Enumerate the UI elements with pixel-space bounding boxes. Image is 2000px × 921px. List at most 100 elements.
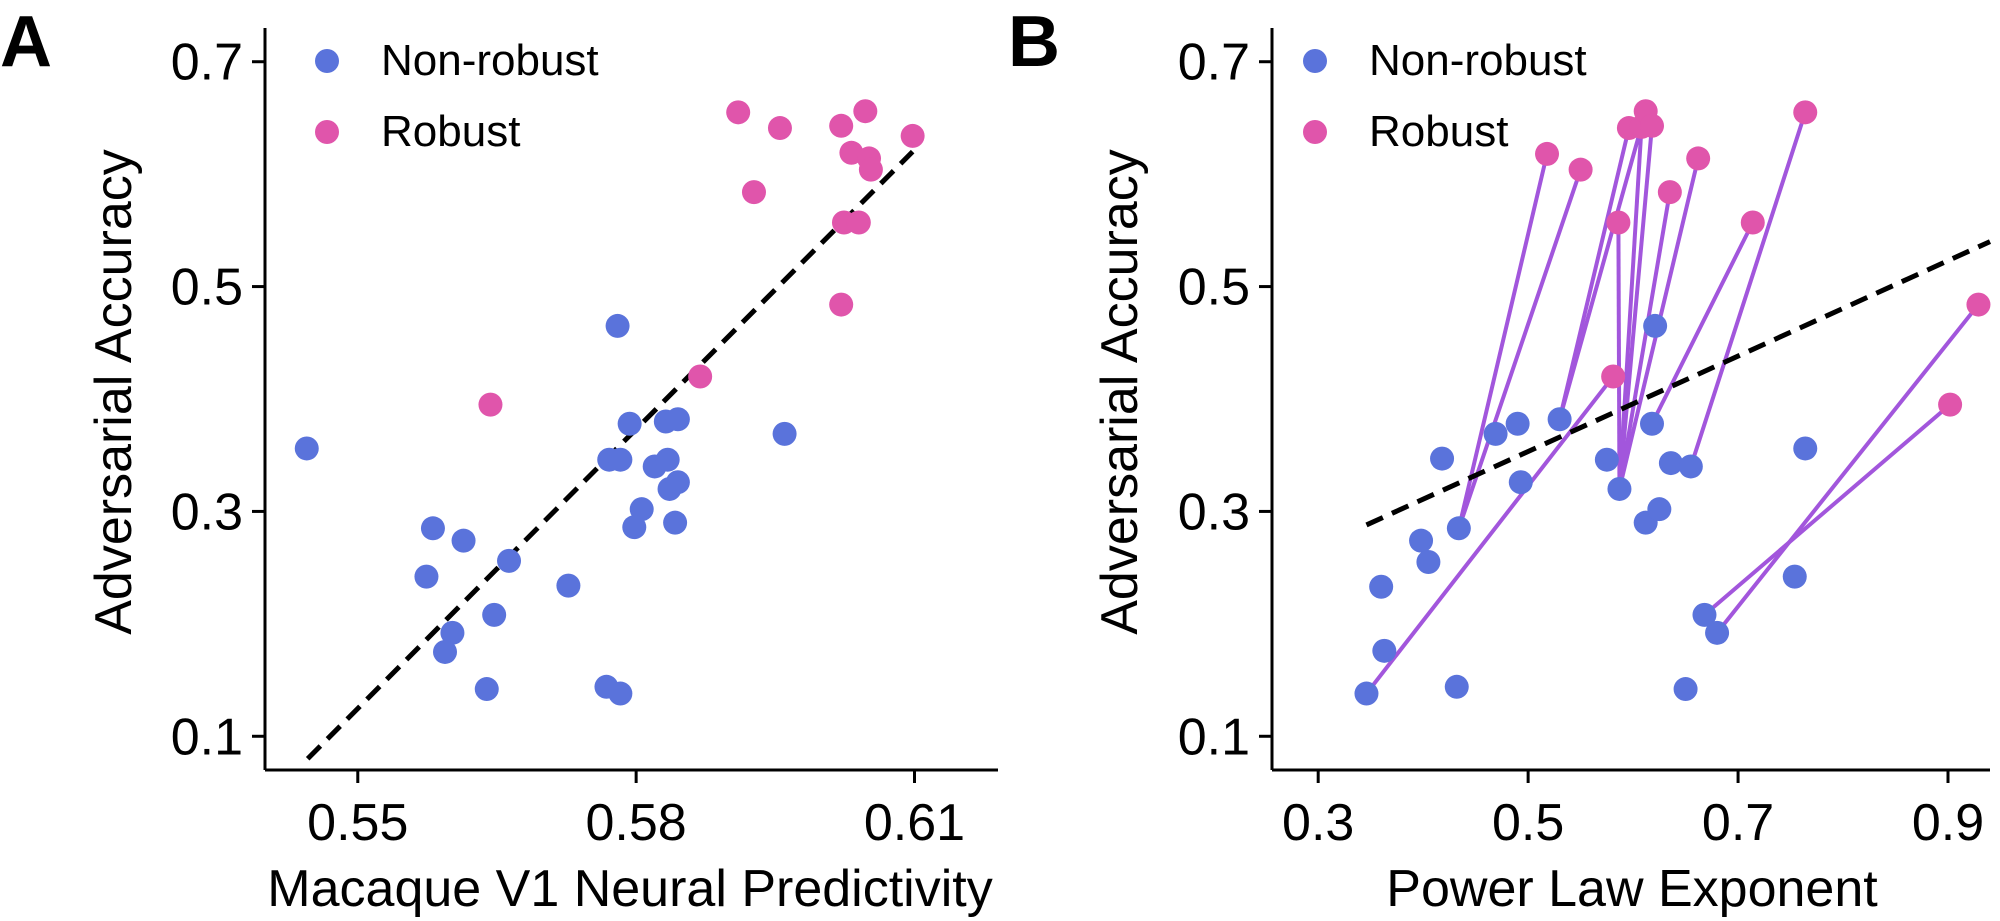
panel-a-point-nonrobust-3 (414, 564, 439, 589)
panel-b-pair-line-8 (1617, 191, 1672, 490)
panel-b-pair-line-5 (1616, 222, 1622, 489)
panel-a-point-nonrobust-25 (772, 421, 797, 446)
panel-b-y-tick-label-2: 0.5 (1178, 259, 1250, 317)
panel-a-legend-label-nonrobust: Non-robust (381, 36, 599, 85)
panel-a-y-tick-label-2: 0.5 (171, 259, 243, 317)
panel-b-points-layer (1354, 99, 1991, 706)
panel-b-x-tick-label-1: 0.5 (1492, 794, 1564, 852)
panel-b-point-nonrobust-0 (1354, 681, 1379, 706)
panel-b-letter: B (1008, 2, 1060, 82)
panel-a-y-tick-label-3: 0.7 (171, 34, 243, 92)
panel-b-point-robust-11 (1793, 100, 1818, 125)
panel-b-point-nonrobust-16 (1643, 313, 1668, 338)
panel-b-point-nonrobust-1 (1372, 638, 1397, 663)
panel-b-pair-line-7 (1617, 125, 1654, 490)
panel-b-y-axis-label: Adversarial Accuracy (1091, 149, 1149, 635)
panel-a-point-nonrobust-7 (440, 620, 465, 645)
panel-a-point-nonrobust-19 (665, 407, 690, 432)
panel-b-point-nonrobust-10 (1508, 470, 1533, 495)
panel-a-point-nonrobust-8 (433, 639, 458, 664)
panel-b-point-nonrobust-21 (1692, 602, 1717, 627)
panel-b-point-robust-10 (1740, 210, 1765, 235)
panel-a-point-nonrobust-5 (482, 602, 507, 627)
panel-a-legend: Non-robust Robust (315, 36, 599, 156)
panel-b-legend-label-robust: Robust (1369, 107, 1508, 156)
panel-a-legend-marker-nonrobust (315, 49, 339, 73)
panel-b-legend-marker-robust (1303, 120, 1327, 144)
panel-a: A 0.55 0.58 0.61 0.1 0.3 0.5 0.7 Macaque V1 Ne… (0, 2, 998, 918)
panel-b-point-nonrobust-6 (1444, 674, 1469, 699)
panel-a-y-axis-label: Adversarial Accuracy (85, 149, 143, 635)
panel-a-point-robust-12 (688, 364, 713, 389)
panel-b-point-nonrobust-3 (1409, 528, 1434, 553)
panel-a-point-robust-11 (829, 292, 854, 317)
panel-b-legend-label-nonrobust: Non-robust (1369, 36, 1587, 85)
panel-b-point-nonrobust-8 (1483, 421, 1508, 446)
panel-a-point-robust-3 (853, 99, 878, 124)
panel-b-point-robust-13 (1966, 292, 1991, 317)
panel-b-point-nonrobust-12 (1594, 447, 1619, 472)
panel-b-pair-line-13 (1715, 303, 1981, 635)
panel-a-point-nonrobust-12 (605, 313, 630, 338)
panel-b-x-axis-label: Power Law Exponent (1386, 860, 1878, 918)
panel-a-point-nonrobust-23 (665, 470, 690, 495)
panel-b-point-nonrobust-18 (1658, 451, 1683, 476)
panel-b-point-robust-7 (1639, 113, 1664, 138)
panel-b-point-robust-1 (1568, 157, 1593, 182)
panel-b-point-nonrobust-5 (1430, 446, 1455, 471)
panel-b-x-tick-label-3: 0.9 (1912, 794, 1984, 852)
panel-a-points-layer (294, 99, 925, 706)
panel-b-point-nonrobust-22 (1705, 620, 1730, 645)
panel-a-point-nonrobust-17 (655, 447, 680, 472)
panel-b-pair-line-2 (1456, 169, 1583, 529)
panel-a-point-nonrobust-21 (622, 515, 647, 540)
panel-b-pair-line-11 (1688, 111, 1808, 468)
panel-b-legend-marker-nonrobust (1303, 49, 1327, 73)
panel-a-point-nonrobust-13 (617, 411, 642, 436)
panel-b-point-nonrobust-7 (1446, 516, 1471, 541)
panel-a-point-nonrobust-2 (451, 528, 476, 553)
panel-a-point-nonrobust-0 (294, 436, 319, 461)
panel-a-ticks: 0.55 0.58 0.61 0.1 0.3 0.5 0.7 (171, 34, 965, 852)
panel-a-x-axis-label: Macaque V1 Neural Predictivity (267, 860, 992, 918)
panel-b-fit-layer (1365, 239, 1992, 528)
panel-a-point-robust-4 (900, 123, 925, 148)
panel-b-point-nonrobust-20 (1678, 454, 1703, 479)
panel-a-point-robust-1 (767, 116, 792, 141)
panel-b-point-nonrobust-19 (1673, 677, 1698, 702)
panel-b-point-robust-2 (1601, 364, 1626, 389)
panel-a-point-nonrobust-1 (420, 516, 445, 541)
panel-b-point-nonrobust-4 (1416, 550, 1441, 575)
panel-b-point-nonrobust-11 (1547, 407, 1572, 432)
panel-b-point-robust-3 (1606, 210, 1631, 235)
panel-a-point-nonrobust-15 (608, 447, 633, 472)
panel-a-point-robust-13 (478, 392, 503, 417)
panel-a-point-nonrobust-4 (497, 548, 522, 573)
panel-a-point-robust-7 (858, 157, 883, 182)
panel-b-point-nonrobust-17 (1647, 497, 1672, 522)
panel-a-y-tick-label-0: 0.1 (171, 708, 243, 766)
panel-b-ticks: 0.3 0.5 0.7 0.9 0.1 0.3 0.5 0.7 (1178, 34, 1984, 852)
panel-a-point-robust-10 (846, 210, 871, 235)
panel-a-y-tick-label-1: 0.3 (171, 483, 243, 541)
panel-b-y-tick-label-3: 0.7 (1178, 34, 1250, 92)
panel-a-x-tick-label-0: 0.55 (307, 794, 408, 852)
panel-b-y-tick-label-0: 0.1 (1178, 708, 1250, 766)
panel-b: B 0.3 0.5 0.7 0.9 0.1 0.3 0.5 0.7 Power Law Exp… (1008, 2, 1992, 918)
panel-b-pair-line-4 (1557, 110, 1648, 420)
panel-b-pair-line-1 (1456, 153, 1549, 529)
panel-a-legend-marker-robust (315, 120, 339, 144)
panel-a-point-robust-2 (829, 113, 854, 138)
panel-b-fit-line (1365, 239, 1992, 528)
panel-a-point-nonrobust-9 (474, 677, 499, 702)
panel-a-point-nonrobust-24 (663, 510, 688, 535)
panel-b-pair-line-10 (1650, 221, 1755, 425)
panel-a-point-robust-8 (741, 180, 766, 205)
panel-b-x-tick-label-2: 0.7 (1702, 794, 1774, 852)
panel-a-x-tick-label-1: 0.58 (586, 794, 687, 852)
panel-a-point-nonrobust-11 (608, 681, 633, 706)
panel-b-point-nonrobust-15 (1639, 411, 1664, 436)
panel-a-point-robust-0 (726, 100, 751, 125)
panel-b-point-nonrobust-9 (1505, 411, 1530, 436)
